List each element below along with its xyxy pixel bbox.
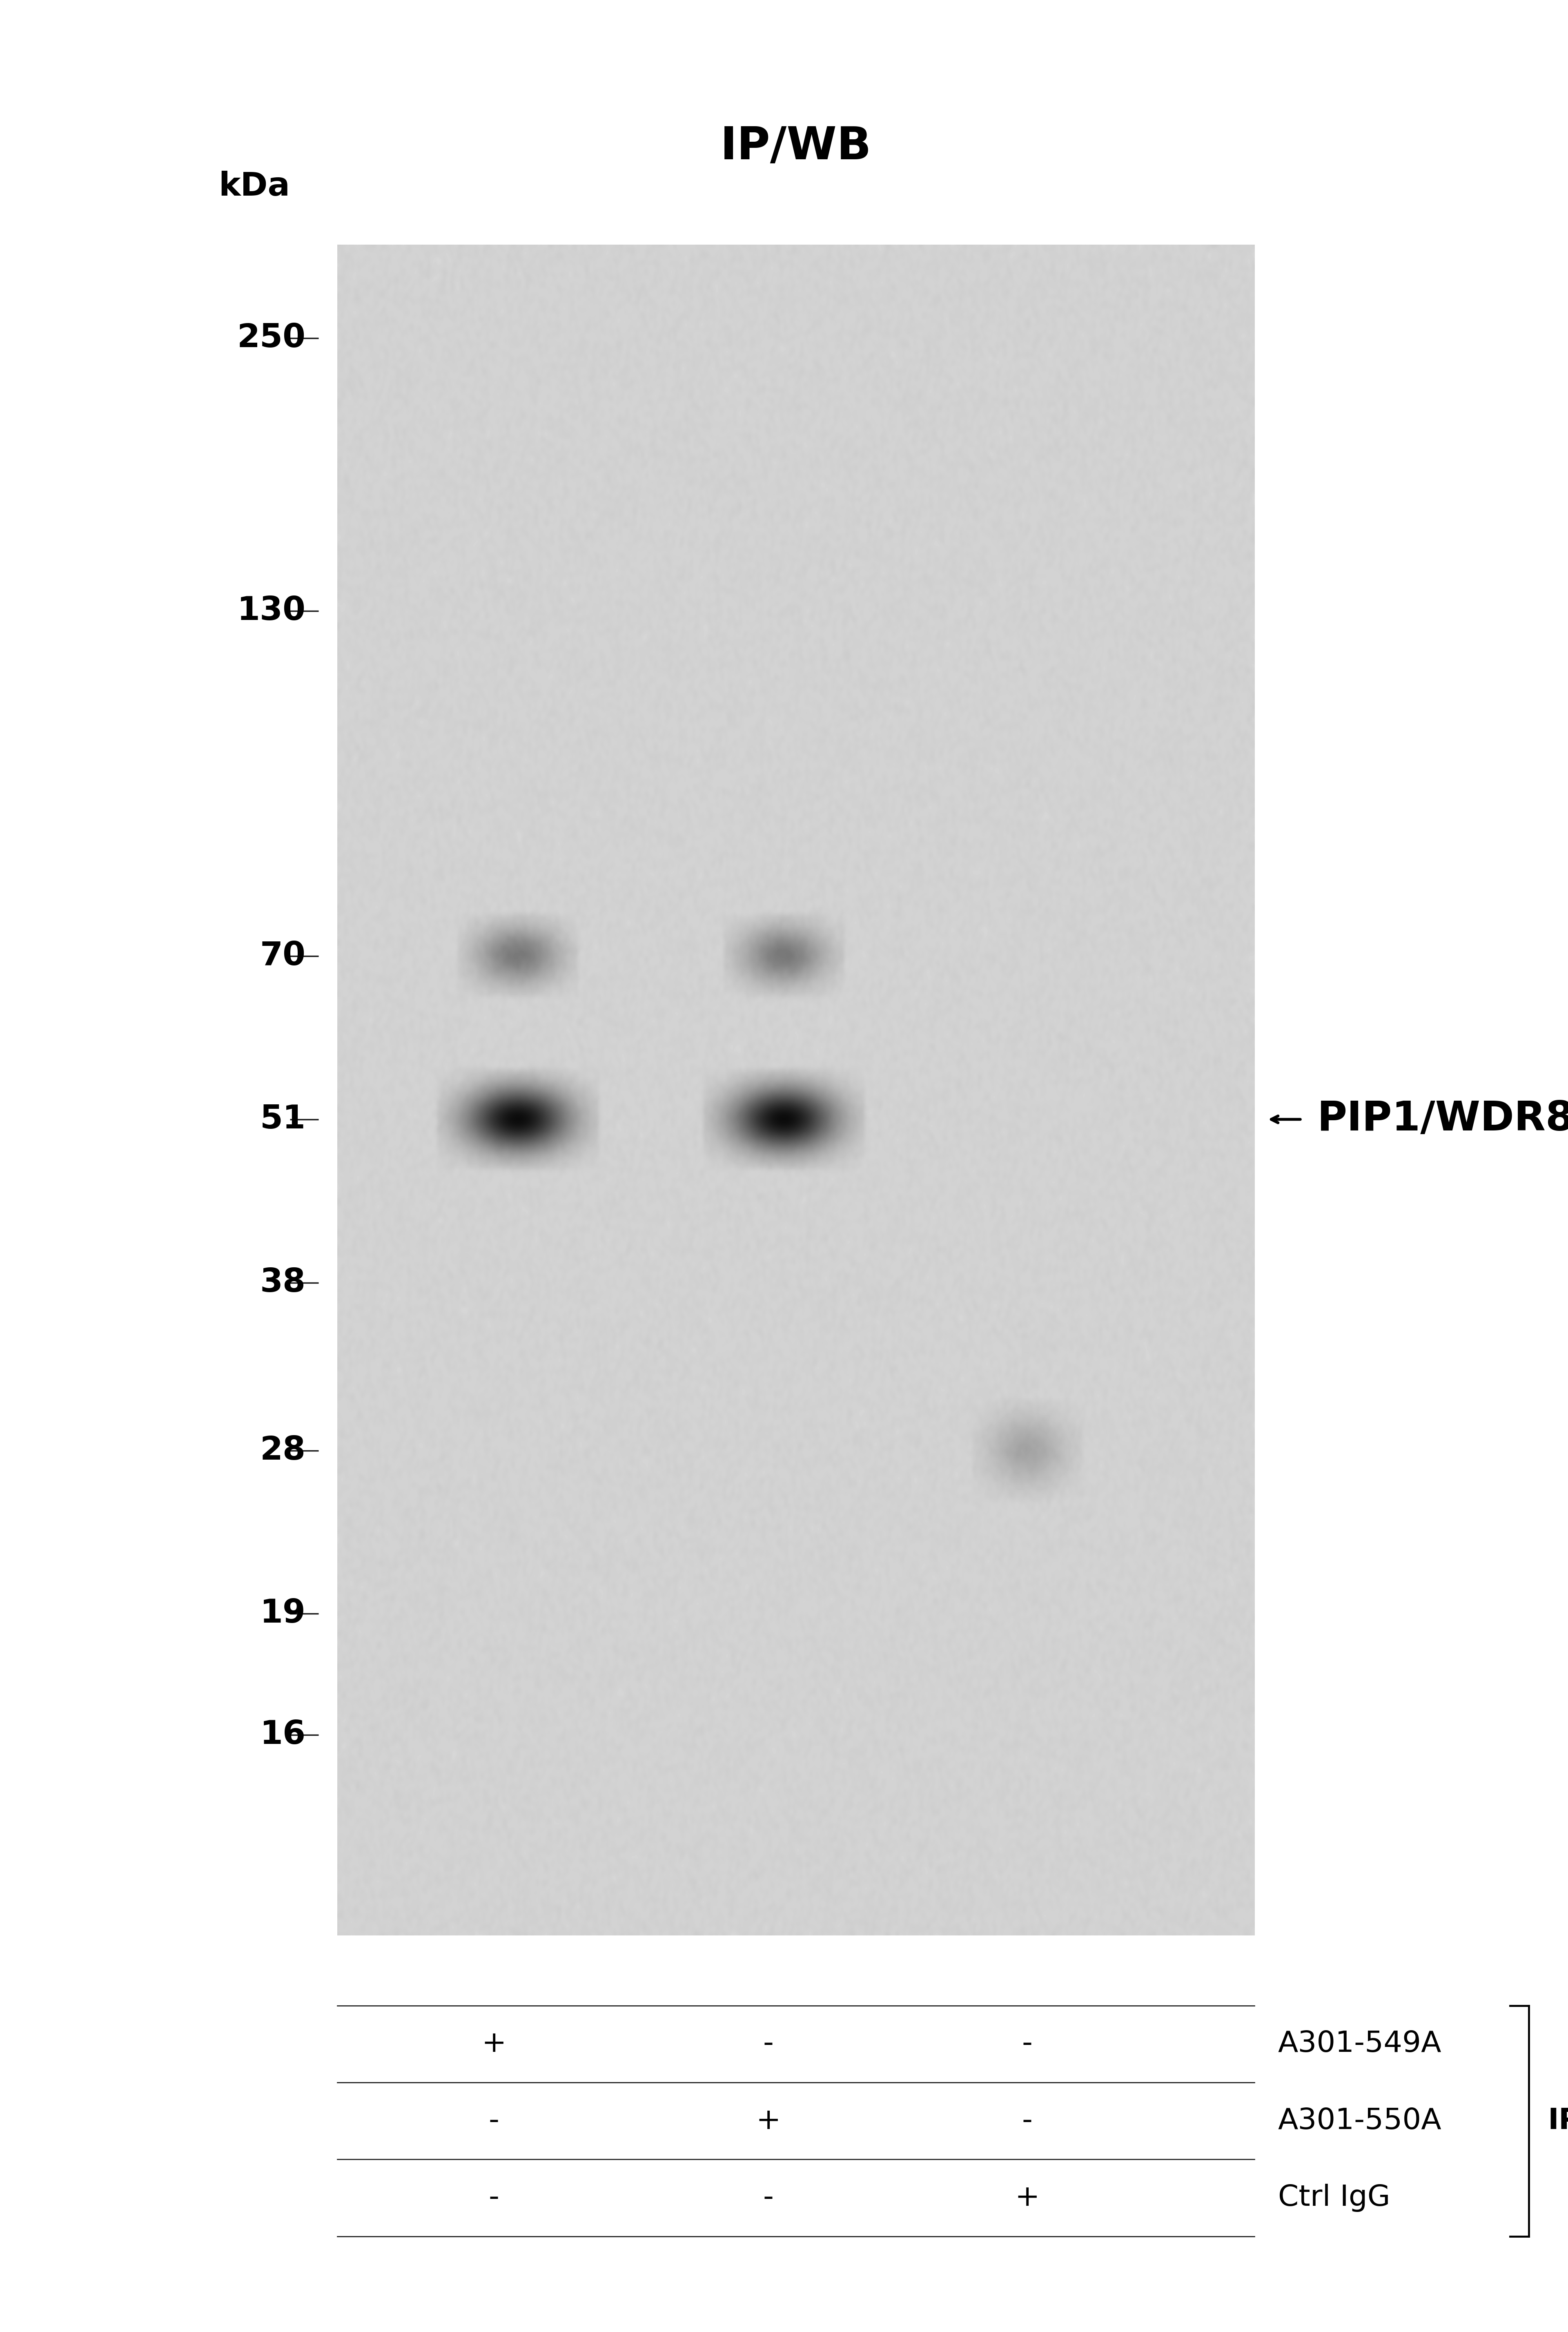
Text: 130: 130 xyxy=(237,595,306,627)
Text: 16: 16 xyxy=(260,1719,306,1751)
Text: +: + xyxy=(1014,2183,1040,2213)
Text: -: - xyxy=(764,2029,773,2059)
Text: 250: 250 xyxy=(237,322,306,354)
Text: kDa: kDa xyxy=(218,170,290,203)
Text: 70: 70 xyxy=(260,940,306,972)
Text: -: - xyxy=(1022,2106,1032,2136)
Text: -: - xyxy=(489,2183,499,2213)
Text: PIP1/WDR84: PIP1/WDR84 xyxy=(1317,1101,1568,1138)
Text: IP/WB: IP/WB xyxy=(720,126,872,168)
Text: 38: 38 xyxy=(260,1266,306,1299)
Text: +: + xyxy=(756,2106,781,2136)
Text: -: - xyxy=(1022,2029,1032,2059)
Text: 28: 28 xyxy=(260,1434,306,1467)
Text: IP: IP xyxy=(1548,2106,1568,2136)
Text: A301-550A: A301-550A xyxy=(1278,2106,1441,2136)
Text: -: - xyxy=(764,2183,773,2213)
Text: 51: 51 xyxy=(260,1103,306,1136)
Text: -: - xyxy=(489,2106,499,2136)
Text: A301-549A: A301-549A xyxy=(1278,2029,1441,2059)
Text: +: + xyxy=(481,2029,506,2059)
Text: Ctrl IgG: Ctrl IgG xyxy=(1278,2183,1391,2213)
Text: 19: 19 xyxy=(260,1597,306,1630)
